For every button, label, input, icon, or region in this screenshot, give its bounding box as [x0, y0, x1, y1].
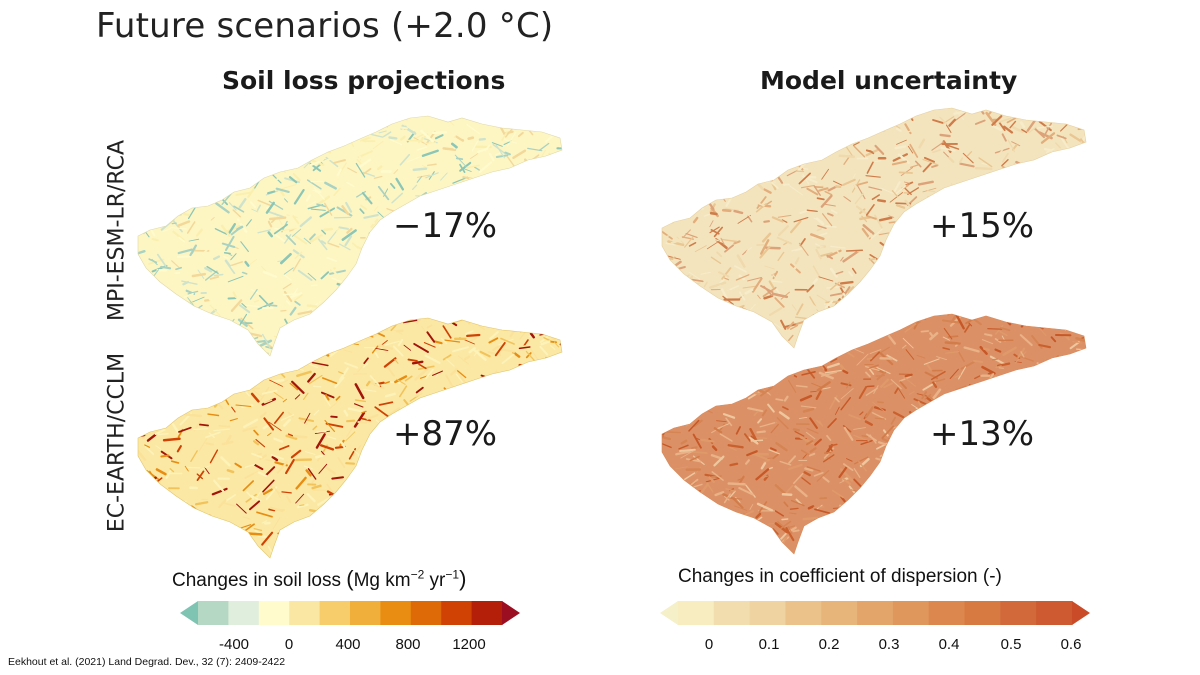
colorbar-swatch [785, 601, 822, 625]
colorbar-arrow-high [502, 601, 520, 625]
colorbar-tick-label: 0.4 [938, 636, 960, 653]
unit-mass-area: Mg km [353, 570, 411, 591]
colorbar-tick-label: 0.3 [878, 636, 900, 653]
column-heading-uncertainty: Model uncertainty [760, 66, 1018, 95]
colorbar-swatch [1000, 601, 1037, 625]
colorbar-swatch [749, 601, 786, 625]
colorbar-swatch [678, 601, 715, 625]
colorbar-tick-label: 0.5 [1000, 636, 1022, 653]
colorbar-title-text: Changes in soil loss [172, 570, 347, 591]
colorbar-swatch [380, 601, 412, 625]
colorbar-dispersion [660, 601, 1090, 625]
slide-title: Future scenarios (+2.0 °C) [96, 6, 554, 46]
colorbar-tick-label: 0.6 [1060, 636, 1082, 653]
unit-exponent-area: −2 [410, 567, 425, 582]
colorbar-title-dispersion: Changes in coefficient of dispersion (-) [678, 566, 1002, 587]
colorbar-swatch [319, 601, 351, 625]
column-heading-soil-loss: Soil loss projections [222, 66, 506, 95]
unit-exponent-time: −1 [445, 567, 460, 582]
colorbar-swatch [821, 601, 858, 625]
colorbar-swatch [471, 601, 503, 625]
colorbar-swatch [441, 601, 473, 625]
citation: Eekhout et al. (2021) Land Degrad. Dev.,… [8, 656, 286, 668]
colorbar-tick-label: -400 [218, 636, 250, 653]
map-soil-loss-mpi [137, 115, 563, 357]
colorbar-swatch [928, 601, 966, 625]
colorbar-arrow-high [1072, 601, 1090, 625]
colorbar-swatch [258, 601, 290, 625]
map-uncertainty-ec-earth [661, 313, 1087, 555]
colorbar-arrow-low [660, 601, 678, 625]
unit-paren-open: ( [346, 566, 354, 591]
colorbar-soil-loss [180, 601, 520, 625]
colorbar-swatch [198, 601, 229, 625]
map-uncertainty-mpi [661, 107, 1087, 349]
colorbar-swatch [713, 601, 751, 625]
percent-change-soil-ec-earth: +87% [393, 414, 498, 454]
colorbar-swatch [857, 601, 894, 625]
unit-time: yr [424, 570, 446, 591]
percent-change-uncertainty-mpi: +15% [930, 206, 1035, 246]
colorbar-swatch [892, 601, 930, 625]
colorbar-arrow-low [180, 601, 198, 625]
colorbar-tick-label: 1200 [452, 636, 486, 653]
colorbar-swatch [1036, 601, 1073, 625]
colorbar-tick-label: 400 [335, 636, 361, 653]
colorbar-swatch [350, 601, 381, 625]
colorbar-swatch [289, 601, 321, 625]
percent-change-uncertainty-ec-earth: +13% [930, 414, 1035, 454]
colorbar-title-soil-loss: Changes in soil loss (Mg km−2 yr−1) [172, 566, 466, 592]
row-label-mpi: MPI-ESM-LR/RCA [104, 139, 130, 322]
colorbar-tick-label: 0.1 [758, 636, 780, 653]
colorbar-tick-label: 800 [395, 636, 421, 653]
row-label-ec-earth: EC-EARTH/CCLM [104, 352, 130, 533]
colorbar-tick-label: 0.2 [818, 636, 840, 653]
percent-change-soil-mpi: −17% [393, 206, 498, 246]
colorbar-swatch [410, 601, 442, 625]
unit-paren-close: ) [459, 566, 467, 591]
colorbar-swatch [228, 601, 260, 625]
colorbar-swatch [964, 601, 1001, 625]
map-soil-loss-ec-earth [137, 317, 563, 559]
colorbar-tick-label: 0 [704, 636, 714, 653]
colorbar-tick-label: 0 [284, 636, 294, 653]
